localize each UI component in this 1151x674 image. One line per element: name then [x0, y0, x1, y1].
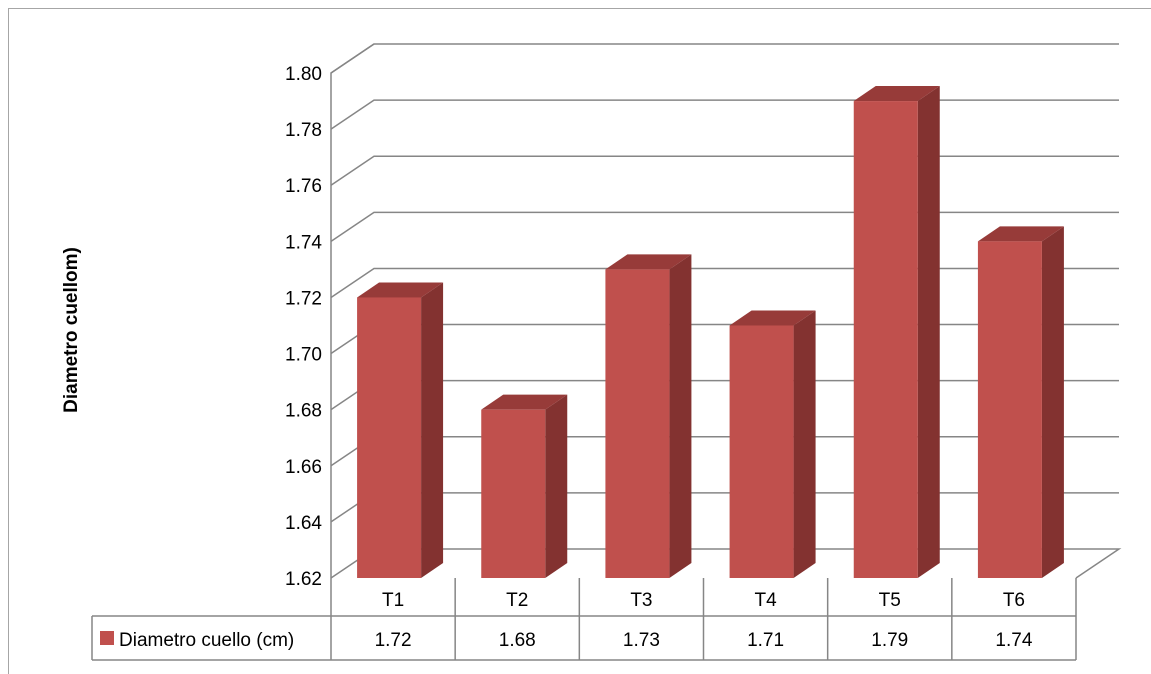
x-tick-label: T3 — [630, 590, 652, 611]
bar-front — [481, 409, 546, 578]
bar-side — [917, 86, 940, 579]
data-table: T1 1.72 T2 1.68 T3 1.73 T4 1.71 T5 1.79 T6 1.74 Diam… — [91, 578, 1077, 661]
table-value: 1.68 — [499, 630, 536, 651]
legend-swatch — [100, 631, 114, 645]
bar-top — [977, 226, 1064, 242]
bars — [357, 86, 1064, 579]
chart-frame-top — [8, 8, 1151, 9]
table-value: 1.79 — [871, 630, 908, 651]
y-tick-label: 1.64 — [285, 513, 322, 534]
table-value: 1.74 — [995, 630, 1032, 651]
y-axis-label: Diametro cuellom) — [61, 247, 82, 413]
bar-top — [729, 310, 816, 326]
bar-front — [729, 325, 794, 578]
table-value: 1.71 — [747, 630, 784, 651]
y-tick-label: 1.70 — [285, 345, 322, 366]
y-tick-label: 1.72 — [285, 288, 322, 309]
table-value: 1.73 — [623, 630, 660, 651]
gridline — [330, 99, 1119, 130]
x-tick-label: T2 — [506, 590, 528, 611]
bar-side — [1041, 226, 1064, 579]
gridline — [330, 155, 1119, 186]
bar-front — [605, 269, 670, 578]
x-tick-label: T5 — [879, 590, 901, 611]
bar-side — [669, 254, 692, 578]
x-tick-label: T4 — [754, 590, 777, 611]
y-axis-ticks: 1.62 1.64 1.66 1.68 1.70 1.72 1.74 1.76 1.78 1.80 — [285, 64, 322, 590]
bar-t3 — [605, 254, 692, 578]
y-tick-label: 1.80 — [285, 64, 322, 85]
bar-top — [605, 254, 692, 270]
gridline — [330, 43, 1119, 74]
y-tick-label: 1.76 — [285, 176, 322, 197]
bar-side — [545, 394, 568, 578]
bar-front — [853, 101, 918, 579]
y-tick-label: 1.74 — [285, 232, 322, 253]
bar-top — [481, 394, 568, 410]
bar-side — [421, 282, 444, 578]
bar-t2 — [481, 394, 568, 578]
chart-frame-left — [8, 8, 9, 674]
bar-t1 — [357, 282, 444, 578]
x-tick-label: T1 — [382, 590, 404, 611]
bar-top — [853, 86, 940, 102]
y-tick-label: 1.68 — [285, 401, 322, 422]
bar-t4 — [729, 310, 816, 578]
y-tick-label: 1.62 — [285, 569, 322, 590]
y-tick-label: 1.66 — [285, 457, 322, 478]
bar-front — [977, 241, 1042, 579]
bar-top — [357, 282, 444, 298]
bar-t6 — [977, 226, 1064, 579]
y-tick-label: 1.78 — [285, 120, 322, 141]
bar-front — [357, 297, 422, 578]
table-value: 1.72 — [375, 630, 412, 651]
x-tick-label: T6 — [1003, 590, 1025, 611]
bar-t5 — [853, 86, 940, 579]
bar-side — [793, 310, 816, 578]
legend-series-label: Diametro cuello (cm) — [119, 630, 294, 651]
